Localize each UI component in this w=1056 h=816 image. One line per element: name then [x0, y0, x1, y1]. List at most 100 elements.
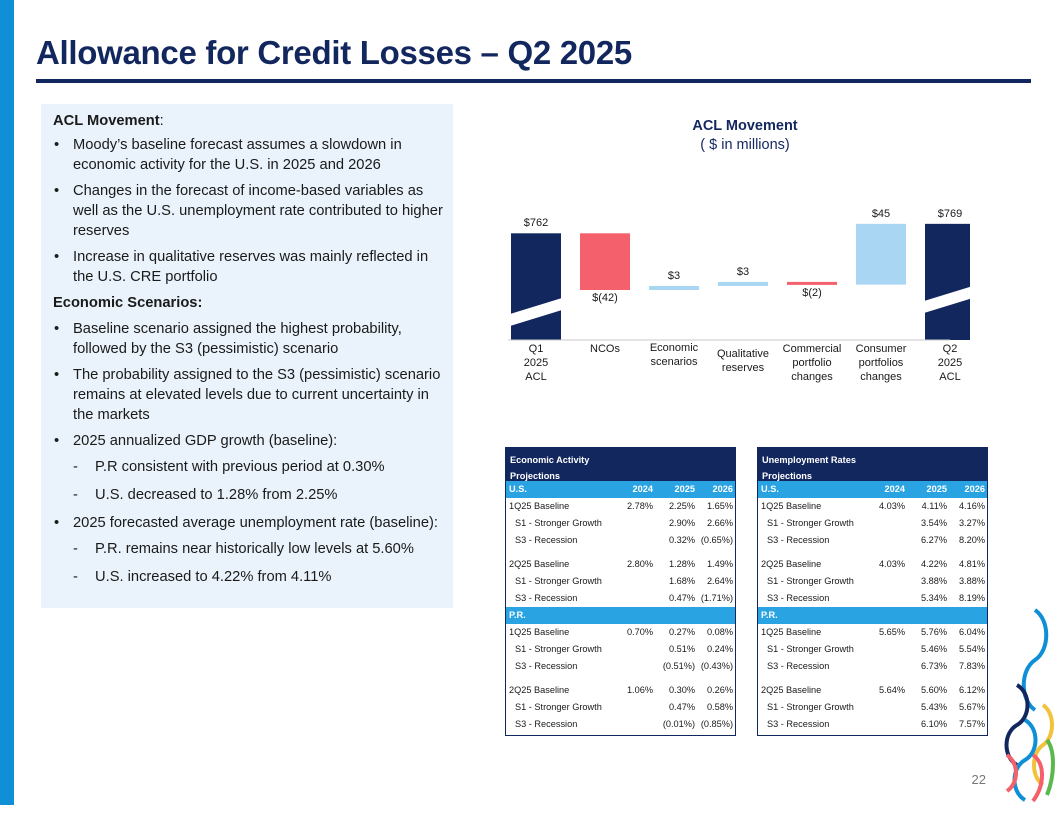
- table-row: S1 - Stronger Growth 3.88% 3.88%: [758, 573, 987, 590]
- category-label-line: ACL: [525, 371, 547, 383]
- brand-logo: [1004, 608, 1055, 803]
- cell-value: 7.57%: [958, 719, 985, 729]
- year-header: 2025: [674, 484, 695, 494]
- row-label: 2Q25 Baseline: [761, 685, 822, 695]
- cell-value: 0.47%: [668, 702, 695, 712]
- cell-value: 0.70%: [626, 627, 653, 637]
- table-row: S1 - Stronger Growth 2.90% 2.66%: [506, 515, 735, 532]
- category-label: Economic scenarios: [641, 341, 707, 369]
- row-label: S3 - Recession: [767, 661, 830, 671]
- bullet-item: 2025 forecasted average unemployment rat…: [53, 513, 445, 533]
- cell-value: 5.54%: [958, 644, 985, 654]
- category-label: NCOs: [572, 342, 638, 356]
- value-label: $3: [736, 265, 750, 278]
- region-row: P.R.: [506, 607, 735, 624]
- cell-value: 4.03%: [878, 501, 905, 511]
- year-header: 2026: [712, 484, 733, 494]
- bar-6: [856, 223, 906, 285]
- category-label-line: Commercial: [782, 343, 842, 355]
- row-label: 1Q25 Baseline: [761, 627, 822, 637]
- table-row: S3 - Recession 0.47% (1.71%): [506, 590, 735, 607]
- table-subtitle: Projections: [762, 471, 813, 481]
- bar-3: [649, 285, 699, 290]
- cell-value: 2.25%: [668, 501, 695, 511]
- category-label-line: NCOs: [590, 343, 620, 355]
- bar-5: [787, 281, 837, 285]
- cell-value: 2.64%: [706, 576, 733, 586]
- region-label: U.S.: [509, 484, 527, 494]
- acl-movement-chart: ACL Movement ( $ in millions) $762 Q1 2025…: [500, 110, 970, 410]
- table-row: 2Q25 Baseline 5.64% 5.60% 6.12%: [758, 682, 987, 699]
- cell-value: 3.88%: [958, 576, 985, 586]
- table-row: S1 - Stronger Growth 5.43% 5.67%: [758, 699, 987, 716]
- cell-value: 0.26%: [706, 685, 733, 695]
- category-label: Q1 2025 ACL: [503, 342, 569, 384]
- cell-value: 0.30%: [668, 685, 695, 695]
- cell-value: 4.81%: [958, 559, 985, 569]
- row-label: S1 - Stronger Growth: [515, 644, 602, 654]
- table-header: Unemployment Rates Projections: [758, 448, 987, 481]
- bar-1: [511, 233, 561, 340]
- category-label-line: Q2: [942, 343, 958, 355]
- cell-value: 1.28%: [668, 559, 695, 569]
- economic-activity-table: Economic Activity Projections U.S. 2024 2025…: [505, 447, 736, 736]
- cell-value: (0.01%): [662, 719, 695, 729]
- row-label: 1Q25 Baseline: [509, 627, 570, 637]
- row-label: S1 - Stronger Growth: [767, 702, 854, 712]
- table-row: 1Q25 Baseline 4.03% 4.11% 4.16%: [758, 498, 987, 515]
- cell-value: 5.67%: [958, 702, 985, 712]
- cell-value: 0.51%: [668, 644, 695, 654]
- category-label-line: 2025: [523, 357, 549, 369]
- bullet-item: Moody’s baseline forecast assumes a slow…: [53, 135, 445, 175]
- region-row: U.S. 2024 2025 2026: [506, 481, 735, 498]
- cell-value: 5.65%: [878, 627, 905, 637]
- cell-value: 2.80%: [626, 559, 653, 569]
- dash-item: P.R. remains near historically low level…: [53, 539, 445, 559]
- page-number: 22: [971, 772, 986, 787]
- value-label: $(2): [802, 286, 822, 299]
- cell-value: 4.16%: [958, 501, 985, 511]
- bullet-item: Baseline scenario assigned the highest p…: [53, 319, 445, 359]
- table-row: S1 - Stronger Growth 0.47% 0.58%: [506, 699, 735, 716]
- row-label: S3 - Recession: [767, 719, 830, 729]
- category-label: Consumer portfolios changes: [848, 342, 914, 384]
- table-header: Economic Activity Projections: [506, 448, 735, 481]
- row-label: S3 - Recession: [515, 661, 578, 671]
- cell-value: (0.43%): [700, 661, 733, 671]
- cell-value: 6.10%: [920, 719, 947, 729]
- row-label: S1 - Stronger Growth: [515, 576, 602, 586]
- bar-7: [925, 223, 970, 340]
- row-label: S1 - Stronger Growth: [767, 576, 854, 586]
- category-label-line: Q1: [528, 343, 544, 355]
- row-spacer: [758, 549, 987, 556]
- table-row: 2Q25 Baseline 1.06% 0.30% 0.26%: [506, 682, 735, 699]
- bar-4: [718, 281, 768, 286]
- cell-value: 8.19%: [958, 593, 985, 603]
- bullet-item: Increase in qualitative reserves was mai…: [53, 247, 445, 287]
- value-label: $45: [871, 207, 891, 220]
- year-header: 2024: [884, 484, 905, 494]
- value-label: $762: [523, 217, 549, 230]
- category-label: Commercial portfolio changes: [779, 342, 845, 384]
- region-label: P.R.: [509, 610, 526, 620]
- row-label: S1 - Stronger Growth: [515, 702, 602, 712]
- cell-value: 0.47%: [668, 593, 695, 603]
- table-row: S1 - Stronger Growth 0.51% 0.24%: [506, 641, 735, 658]
- region-row: P.R.: [758, 607, 987, 624]
- table-row: S1 - Stronger Growth 1.68% 2.64%: [506, 573, 735, 590]
- table-row: S3 - Recession 5.34% 8.19%: [758, 590, 987, 607]
- chart-plot: [508, 223, 970, 341]
- commentary-panel: ACL Movement: Moody’s baseline forecast …: [41, 104, 453, 608]
- row-label: S1 - Stronger Growth: [767, 518, 854, 528]
- category-label-line: portfolios: [858, 357, 904, 369]
- year-header: 2026: [964, 484, 985, 494]
- row-spacer: [758, 675, 987, 682]
- cell-value: 5.46%: [920, 644, 947, 654]
- table-row: S3 - Recession 6.27% 8.20%: [758, 532, 987, 549]
- cell-value: 2.66%: [706, 518, 733, 528]
- category-label-line: 2025: [937, 357, 963, 369]
- cell-value: 3.27%: [958, 518, 985, 528]
- category-label: Q2 2025 ACL: [917, 342, 983, 384]
- cell-value: 4.22%: [920, 559, 947, 569]
- cell-value: 0.58%: [706, 702, 733, 712]
